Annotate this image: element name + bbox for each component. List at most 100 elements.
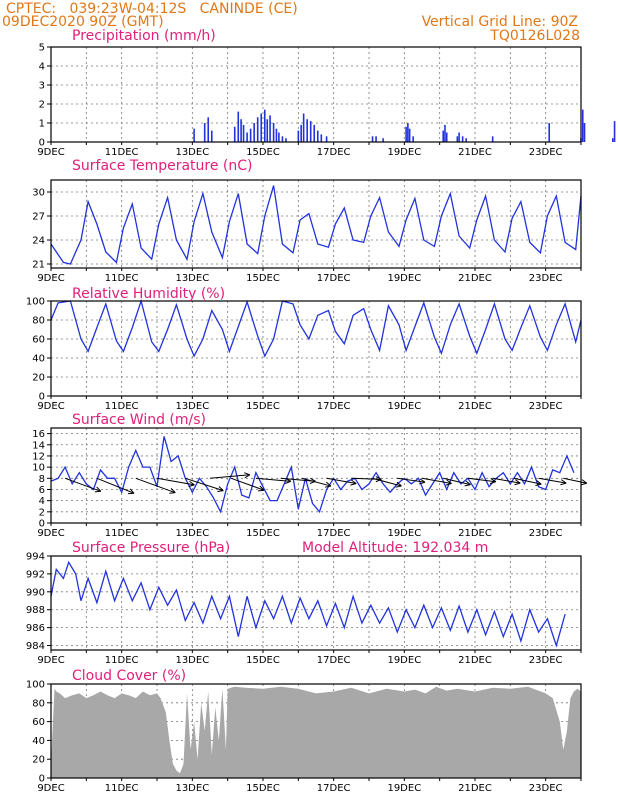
x-tick-label: 23DEC xyxy=(529,528,563,539)
panel-title: Precipitation (mm/h) xyxy=(72,28,216,44)
precip-bar xyxy=(444,124,446,142)
precip-bar xyxy=(325,136,328,142)
y-tick-label: 40 xyxy=(32,736,45,747)
wind-arrow xyxy=(372,477,402,488)
precip-bar xyxy=(375,136,377,142)
y-tick-label: 24 xyxy=(32,236,45,247)
x-tick-label: 17DEC xyxy=(317,273,351,284)
y-tick-label: 21 xyxy=(32,260,45,271)
precip-bar xyxy=(491,136,494,142)
x-tick-label: 17DEC xyxy=(317,401,351,412)
precip-bar xyxy=(371,136,374,142)
precip-bar xyxy=(382,138,384,142)
precip-bar xyxy=(320,134,323,142)
y-tick-label: 27 xyxy=(32,212,45,223)
y-tick-label: 40 xyxy=(32,354,45,365)
rh-line xyxy=(50,298,582,358)
precip-bar xyxy=(193,128,195,142)
y-tick-label: 100 xyxy=(26,297,45,308)
y-tick-label: 0 xyxy=(39,138,45,149)
panel-title: Surface Wind (m/s) xyxy=(72,412,206,428)
y-tick-label: 3 xyxy=(39,81,45,92)
precip-bar xyxy=(548,123,550,142)
precip-bar xyxy=(583,123,586,142)
y-tick-label: 986 xyxy=(26,623,45,634)
y-tick-label: 60 xyxy=(32,717,45,728)
x-tick-label: 19DEC xyxy=(387,273,421,284)
precip-bar xyxy=(309,121,312,142)
x-tick-label: 9DEC xyxy=(37,147,64,158)
precip-bar xyxy=(302,113,305,142)
y-tick-label: 1 xyxy=(39,119,45,130)
x-tick-label: 19DEC xyxy=(387,528,421,539)
precip-bar xyxy=(458,132,460,142)
wind-arrow xyxy=(513,477,542,487)
precip-bar xyxy=(269,115,271,142)
precip-bar xyxy=(253,123,255,142)
y-tick-label: 20 xyxy=(32,373,45,384)
y-tick-label: 4 xyxy=(39,62,45,73)
y-tick-label: 990 xyxy=(26,587,45,598)
station-header: CPTEC: 039:23W-04:12S CANINDE (CE) xyxy=(6,1,298,17)
x-tick-label: 15DEC xyxy=(246,401,280,412)
precip-bar xyxy=(412,136,414,142)
plot-frame xyxy=(50,427,582,524)
y-tick-label: 60 xyxy=(32,335,45,346)
y-tick-label: 14 xyxy=(32,440,45,451)
precip-bar xyxy=(442,130,444,142)
grid-line-note: Vertical Grid Line: 90Z xyxy=(421,14,578,30)
precip-bar xyxy=(278,132,280,142)
precip-bar xyxy=(275,128,278,142)
panel-title: Relative Humidity (%) xyxy=(72,286,225,302)
precip-bar xyxy=(260,113,263,142)
x-tick-label: 17DEC xyxy=(317,147,351,158)
y-tick-label: 5 xyxy=(39,43,45,54)
x-tick-label: 21DEC xyxy=(458,273,492,284)
wind-arrow xyxy=(397,477,426,485)
y-tick-label: 0 xyxy=(39,519,45,530)
precip-bar xyxy=(272,123,275,142)
y-tick-label: 12 xyxy=(32,451,45,462)
x-tick-label: 21DEC xyxy=(458,147,492,158)
x-tick-label: 11DEC xyxy=(105,273,139,284)
panel-precip: 0 1 2 3 4 5 9DEC 11DEC 13DEC 15DEC 17DEC 19DEC 21DEC… xyxy=(37,28,616,158)
precip-bar xyxy=(297,130,300,142)
x-tick-label: 17DEC xyxy=(317,783,351,794)
temp-line xyxy=(50,185,582,265)
y-tick-label: 80 xyxy=(32,698,45,709)
precip-bar xyxy=(256,117,259,142)
precip-bar xyxy=(613,121,616,142)
precip-bar xyxy=(249,128,252,142)
wind-arrow xyxy=(96,477,135,495)
y-tick-label: 16 xyxy=(32,429,45,440)
wind-arrow xyxy=(185,477,224,492)
panel-temp: 21 24 27 30 9DEC 11DEC 13DEC 15DEC 17DEC 19DEC 21D… xyxy=(32,158,582,284)
wind-arrow xyxy=(231,477,265,492)
precip-bar xyxy=(445,132,448,142)
wind-arrow xyxy=(301,477,332,488)
wind-arrow xyxy=(538,477,567,486)
run-datetime: 09DEC2020 90Z (GMT) xyxy=(2,14,164,30)
x-tick-label: 13DEC xyxy=(175,528,209,539)
y-tick-label: 8 xyxy=(39,474,45,485)
plot-frame xyxy=(50,683,582,779)
y-tick-label: 0 xyxy=(39,774,45,785)
y-tick-label: 2 xyxy=(39,507,45,518)
panel-title: Cloud Cover (%) xyxy=(72,668,186,684)
wind-arrow xyxy=(64,477,102,493)
plot-frame xyxy=(50,555,582,651)
precip-bar xyxy=(456,136,459,142)
y-tick-label: 988 xyxy=(26,605,45,616)
x-tick-label: 23DEC xyxy=(529,273,563,284)
y-tick-label: 6 xyxy=(39,485,45,496)
model-code: TQ0126L028 xyxy=(490,28,580,44)
x-tick-label: 13DEC xyxy=(175,783,209,794)
precip-bar xyxy=(242,124,245,142)
precip-bar xyxy=(263,109,266,142)
wind-line xyxy=(50,436,575,514)
x-tick-label: 23DEC xyxy=(529,401,563,412)
precip-bar xyxy=(266,119,269,142)
y-tick-label: 0 xyxy=(39,392,45,403)
x-tick-label: 21DEC xyxy=(458,783,492,794)
